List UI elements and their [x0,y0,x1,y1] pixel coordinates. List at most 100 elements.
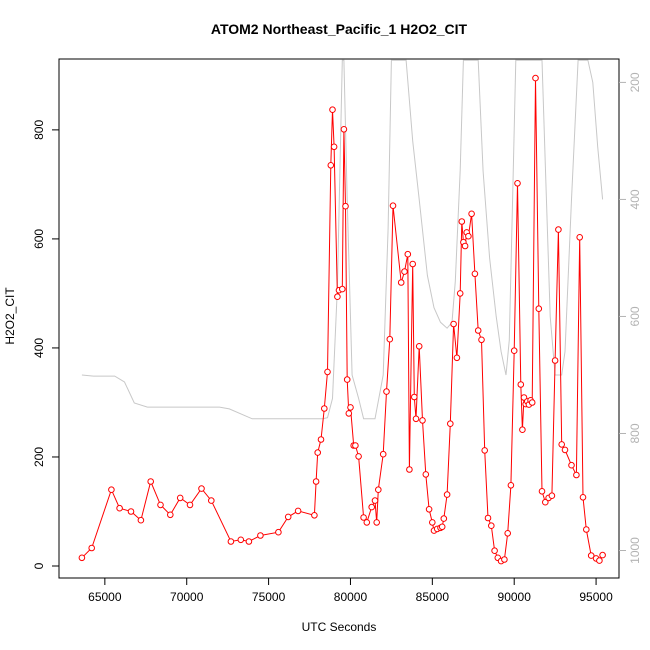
h2o2-series [78,74,606,565]
data-point [360,514,367,521]
data-point [88,544,95,552]
data-point [245,538,253,545]
data-point [429,519,436,526]
data-point [389,202,397,209]
data-point [371,497,379,504]
data-point [409,260,417,268]
data-point [78,554,86,562]
data-point [579,494,587,501]
data-point [491,547,498,555]
x-tick-label: 90000 [498,590,532,604]
data-point [311,512,318,519]
data-point [275,528,282,536]
data-point [425,506,433,513]
data-point [519,426,526,434]
data-point [127,508,135,515]
data-point [167,511,174,519]
data-point [334,293,341,301]
data-point [561,446,569,454]
data-point [401,268,408,275]
x-tick-label: 80000 [334,590,368,604]
data-point [555,226,562,233]
data-point [573,471,580,479]
data-point [352,442,359,449]
data-point [517,381,525,388]
y2-tick-label: 1000 [628,537,642,564]
data-point [596,557,603,564]
x-axis: 65000 70000 75000 80000 85000 90000 95000 [88,578,613,604]
data-point [317,436,325,443]
data-point [458,218,466,225]
data-point [568,461,575,469]
data-point [208,497,215,504]
h2o2-series-line [81,78,604,562]
data-point [157,501,164,509]
x-tick-label: 65000 [88,590,122,604]
data-point [137,516,145,524]
y-axis-left: 0 200 400 600 800 [32,120,59,569]
y-tick-label: 0 [32,562,46,569]
data-point [576,234,584,241]
y-tick-label: 400 [32,338,46,358]
data-point [294,507,302,515]
data-point [379,450,387,458]
data-point [284,513,292,521]
data-point [587,552,595,559]
data-point [397,279,405,286]
data-point [186,501,194,509]
y-axis-right: 200 400 600 800 1000 [619,72,642,564]
data-point [342,202,349,210]
x-axis-label: UTC Seconds [302,620,377,634]
data-point [237,536,245,544]
secondary-series-line [81,59,604,420]
y-tick-label: 600 [32,229,46,249]
data-point [375,486,382,494]
data-point [412,415,420,423]
data-point [551,357,559,364]
data-point [453,354,461,362]
data-point [583,526,590,533]
data-point [330,143,338,151]
data-point [478,336,485,344]
data-point [355,453,362,460]
data-point [558,441,566,448]
y2-tick-label: 400 [628,189,642,209]
data-point [481,447,489,454]
plot-frame [58,58,620,579]
data-point [465,232,472,240]
data-point [321,405,328,412]
data-point [147,478,154,485]
data-point [404,250,412,258]
data-point [339,285,346,293]
data-point [501,556,508,563]
data-point [450,320,457,328]
data-point [538,488,546,495]
data-point [383,388,390,395]
data-point [484,514,492,522]
x-tick-label: 95000 [579,590,613,604]
data-point [443,491,451,498]
data-point [447,420,454,428]
data-point [108,486,115,494]
data-point [548,492,556,500]
y-axis-label: H2O2_CIT [3,287,17,345]
data-point [198,485,205,492]
data-point [116,504,123,512]
data-point [440,515,448,522]
data-point [510,347,518,355]
x-tick-label: 85000 [416,590,450,604]
data-point [471,270,479,278]
data-point [456,290,464,297]
data-point [535,305,543,313]
y2-tick-label: 800 [628,423,642,443]
data-point [422,471,430,478]
data-point [406,466,413,473]
data-point [343,376,351,383]
data-point [176,494,184,502]
data-point [347,404,354,411]
y-tick-label: 200 [32,447,46,467]
data-point [386,335,394,343]
data-point [340,126,348,133]
y2-tick-label: 200 [628,72,642,92]
